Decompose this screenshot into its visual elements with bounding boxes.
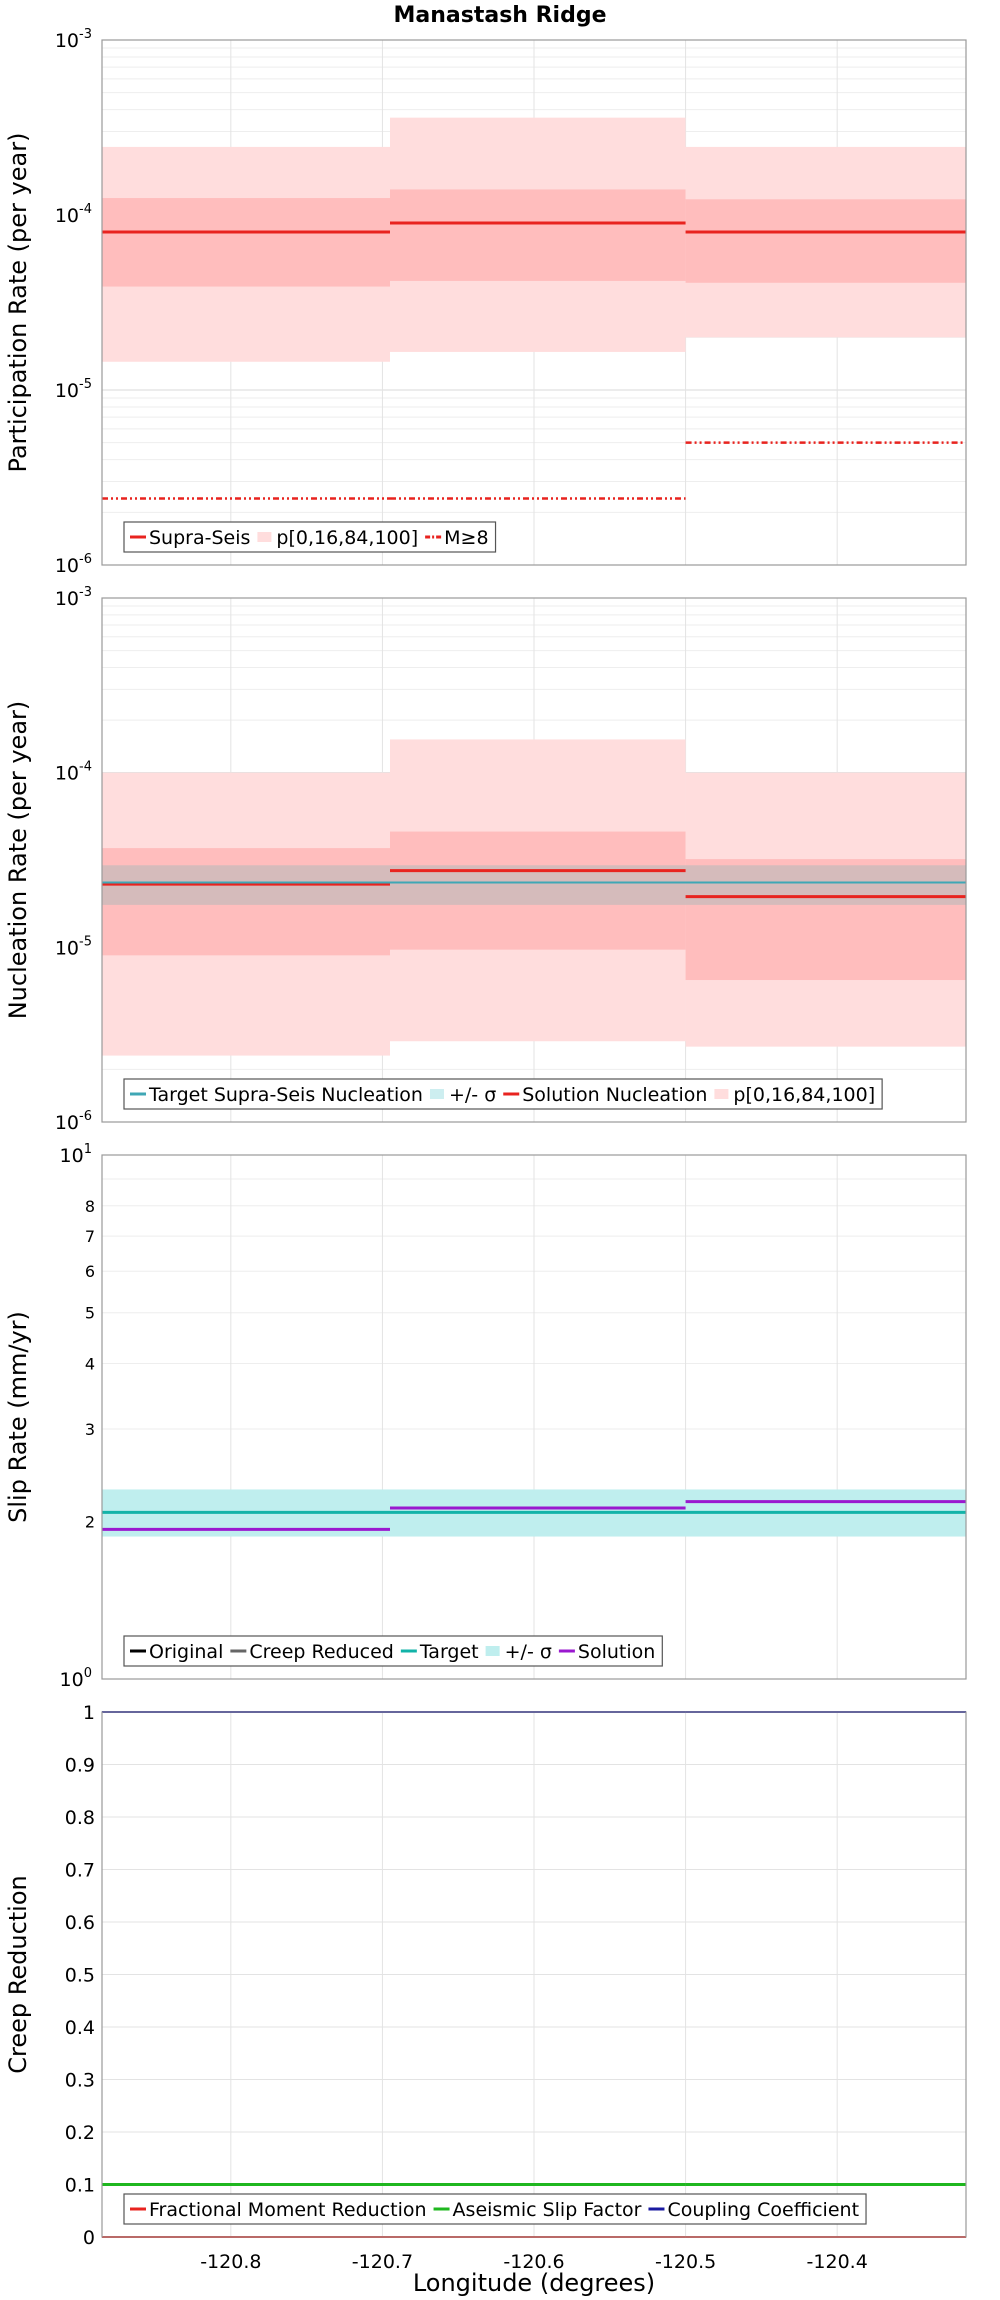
legend-label: p[0,16,84,100] [733,1084,875,1106]
legend-box [123,2193,867,2225]
y-tick-label: 0.4 [65,2017,95,2039]
y-tick-label: 0.3 [65,2070,95,2092]
legend-label: Coupling Coefficient [667,2199,859,2221]
plot-frame [101,597,967,1123]
y-minor-tick-label: 3 [85,1420,95,1439]
y-tick-label: 10-3 [55,27,92,52]
panel-participation-rate: 10-6 10-5 10-4 10-3 Participation Rate (per … [4,27,967,577]
y-tick-label: 100 [60,1666,92,1691]
panel-creep-reduction: 0 0.1 0.2 0.3 0.4 0.5 0.6 0.7 0.8 0.9 1 -120.8 -120.… [4,1702,967,2273]
y-minor-tick-label: 6 [85,1262,95,1281]
y-minor-tick-label: 2 [85,1512,95,1531]
legend-label: +/- σ [449,1084,496,1106]
y-minor-tick-label: 4 [85,1355,95,1374]
legend-label: Target [419,1641,479,1663]
legend-sample [714,1089,729,1099]
y-tick-label: 0.9 [65,1755,95,1777]
legend-sample [429,1089,444,1099]
y-axis-label: Nucleation Rate (per year) [4,701,32,1020]
legend-label: Original [149,1641,223,1663]
figure-title: Manastash Ridge [393,3,606,28]
y-tick-label: 0.5 [65,1965,95,1987]
y-tick-label: 0.8 [65,1807,95,1829]
y-tick-label: 1 [83,1702,95,1724]
legend-box [123,1078,883,1110]
legend-patch [257,532,272,542]
y-tick-label: 0 [83,2227,95,2249]
legend-label: Supra-Seis [149,527,250,549]
x-tick-label: -120.4 [807,2251,868,2273]
y-axis-label: Creep Reduction [4,1875,32,2073]
percentile-band-inner [685,199,966,283]
y-minor-tick-label: 8 [85,1197,95,1216]
legend-patch [714,1089,729,1099]
percentile-band-inner [102,198,390,287]
legend-label: Aseismic Slip Factor [453,2199,642,2221]
y-minor-tick-label: 5 [85,1304,95,1323]
y-tick-label: 10-6 [55,1109,92,1134]
y-tick-label: 10-6 [55,552,92,577]
y-tick-label: 10-5 [55,934,92,959]
plot-frame [101,1711,967,2238]
y-tick-label: 0.2 [65,2122,95,2144]
y-tick-label: 10-4 [55,760,92,785]
x-axis-label: Longitude (degrees) [413,2269,655,2297]
legend-sample [485,1646,500,1656]
legend-label: Target Supra-Seis Nucleation [148,1084,423,1106]
legend-sample [257,532,272,542]
percentile-band-inner [390,189,686,281]
legend-patch [485,1646,500,1656]
x-tick-label: -120.8 [200,2251,261,2273]
legend-label: Solution [578,1641,655,1663]
y-tick-label: 0.7 [65,1860,95,1882]
legend-label: Fractional Moment Reduction [149,2199,427,2221]
panel-nucleation-rate: 10-6 10-5 10-4 10-3 Nucleation Rate (per yea… [4,585,967,1134]
x-tick-label: -120.6 [503,2251,564,2273]
y-tick-label: 10-5 [55,377,92,402]
y-tick-label: 101 [60,1142,92,1167]
y-axis-label: Slip Rate (mm/yr) [4,1311,32,1523]
y-tick-label: 10-3 [55,585,92,610]
legend-patch [429,1089,444,1099]
y-axis-label: Participation Rate (per year) [4,133,32,473]
x-tick-label: -120.7 [352,2251,413,2273]
y-tick-label: 0.6 [65,1912,95,1934]
y-minor-tick-label: 7 [85,1227,95,1246]
panel-slip-rate: 101 100 2 3 4 5 6 7 8 Slip Rate (mm/yr) Original Cr… [4,1142,967,1691]
plot-frame [101,1154,967,1680]
plot-frame [101,39,967,566]
y-tick-label: 0.1 [65,2175,95,2197]
grid [102,1155,966,1679]
legend-label: M≥8 [444,527,488,549]
legend-label: p[0,16,84,100] [276,527,418,549]
legend-label: Solution Nucleation [522,1084,707,1106]
x-tick-label: -120.5 [655,2251,716,2273]
y-tick-label: 10-4 [55,202,92,227]
legend-label: +/- σ [505,1641,552,1663]
legend-label: Creep Reduced [249,1641,393,1663]
